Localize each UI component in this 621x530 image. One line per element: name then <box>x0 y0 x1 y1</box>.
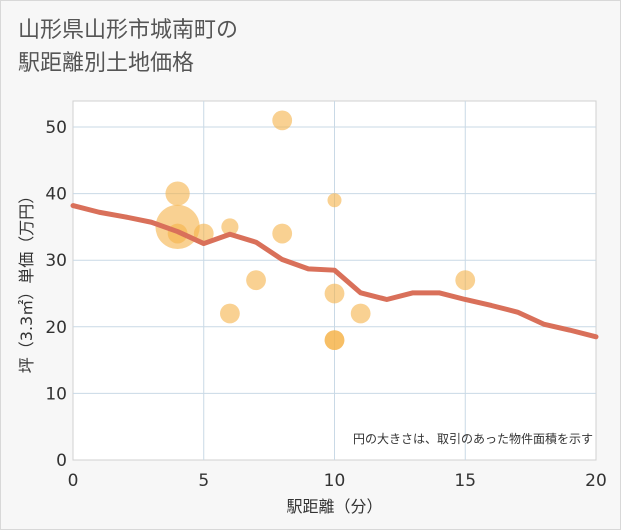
data-bubble <box>193 223 214 244</box>
data-bubble <box>324 283 345 304</box>
x-tick-label: 15 <box>454 471 476 491</box>
data-bubble <box>220 303 240 324</box>
data-bubble <box>324 330 345 351</box>
data-bubble <box>246 270 266 291</box>
trend-line-group <box>70 203 599 340</box>
y-tick-label: 40 <box>45 185 67 205</box>
data-bubble <box>327 193 342 208</box>
x-tick-label: 0 <box>68 471 79 491</box>
y-tick-label: 0 <box>56 451 67 471</box>
trend-line <box>70 203 599 340</box>
data-bubble <box>221 218 239 236</box>
data-bubble <box>272 223 293 244</box>
tick-labels: 0 5 10 15 20 0 10 20 30 40 50 <box>45 118 606 491</box>
data-bubbles <box>155 110 476 351</box>
data-bubble <box>350 303 371 324</box>
data-bubble <box>455 270 476 291</box>
data-bubble <box>272 110 293 131</box>
x-tick-label: 5 <box>198 471 209 491</box>
data-bubble <box>165 181 190 206</box>
y-tick-label: 10 <box>45 384 67 404</box>
chart-title-line2: 駅距離別土地価格 <box>18 51 195 76</box>
chart-title-line1: 山形県山形市城南町の <box>18 18 239 43</box>
y-axis-label: 坪（3.3㎡）単価（万円） <box>17 188 36 373</box>
y-tick-label: 50 <box>45 118 67 138</box>
y-tick-label: 20 <box>45 318 67 338</box>
x-tick-label: 10 <box>324 471 346 491</box>
chart-title: 山形県山形市城南町の 駅距離別土地価格 <box>18 14 238 80</box>
x-axis-label: 駅距離（分） <box>286 497 382 516</box>
size-note: 円の大きさは、取引のあった物件面積を示す <box>353 431 593 446</box>
y-tick-label: 30 <box>45 251 67 271</box>
x-tick-label: 20 <box>585 471 607 491</box>
